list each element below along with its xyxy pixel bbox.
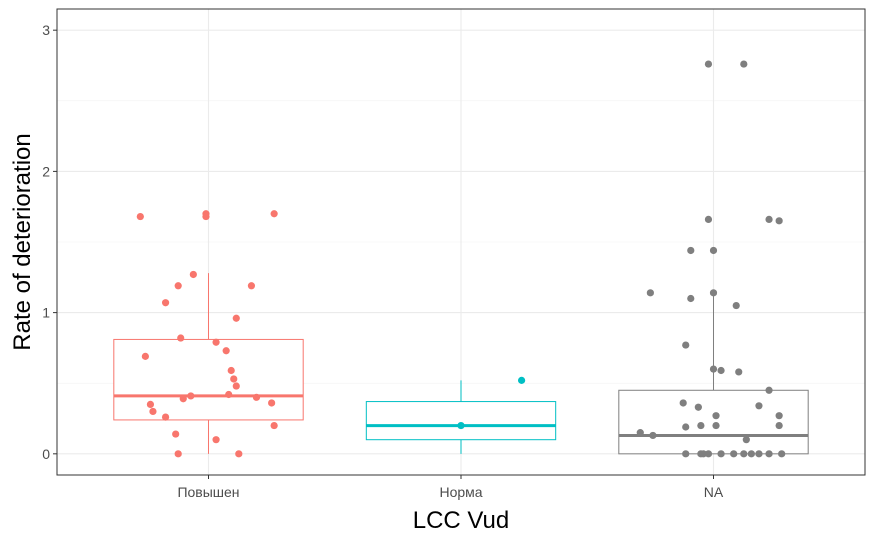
data-point (742, 436, 750, 444)
box-iqr (365, 401, 557, 441)
data-point (687, 246, 695, 255)
data-point (161, 413, 170, 421)
data-point (222, 347, 230, 355)
data-point (457, 421, 465, 430)
data-point (775, 217, 783, 225)
data-point (697, 421, 705, 430)
box-iqr (113, 338, 304, 421)
data-point (712, 421, 720, 430)
data-point (687, 294, 695, 303)
data-point (174, 450, 182, 458)
y-tick-label: 2 (42, 163, 50, 179)
data-point (177, 334, 185, 342)
data-point (174, 282, 182, 290)
data-point (227, 366, 235, 375)
data-point (682, 423, 690, 431)
data-point (636, 429, 644, 437)
data-point (682, 341, 690, 349)
data-point (187, 392, 195, 400)
x-tick-label: Норма (439, 484, 482, 500)
data-point (765, 386, 773, 394)
boxes-layer (113, 273, 809, 455)
data-point (649, 431, 657, 440)
data-point (709, 246, 718, 255)
data-point (704, 215, 713, 224)
data-point (755, 402, 763, 410)
data-point (704, 60, 713, 68)
x-axis: Повышен Норма NA (177, 475, 724, 500)
data-point (732, 301, 740, 310)
data-point (232, 314, 240, 322)
data-point (232, 382, 240, 390)
data-point (704, 450, 713, 458)
data-point (709, 289, 718, 297)
data-point (270, 210, 278, 218)
data-point (682, 450, 690, 458)
data-point (775, 421, 783, 430)
data-point (212, 436, 220, 444)
x-tick-label: Повышен (177, 484, 239, 500)
data-point (712, 412, 720, 420)
data-point (235, 450, 243, 458)
y-tick-label: 0 (42, 446, 50, 462)
data-point (518, 376, 526, 384)
data-point (778, 450, 786, 458)
data-point (765, 450, 773, 458)
data-point (141, 352, 149, 360)
data-point (268, 399, 276, 407)
data-point (747, 450, 755, 458)
data-point (775, 412, 783, 420)
x-tick-label: NA (704, 484, 724, 500)
data-point (202, 212, 210, 221)
data-point (709, 365, 718, 373)
data-point (179, 395, 187, 403)
y-tick-label: 1 (42, 305, 50, 321)
data-point (212, 338, 220, 346)
data-point (230, 375, 238, 383)
data-point (646, 289, 654, 297)
data-point (765, 215, 773, 224)
box-iqr (618, 389, 809, 455)
data-point (717, 366, 725, 375)
data-point (225, 390, 233, 399)
data-point (740, 60, 748, 68)
data-point (699, 450, 708, 458)
data-point (755, 450, 763, 458)
data-point (270, 421, 278, 430)
data-point (694, 403, 702, 411)
data-point (136, 212, 144, 221)
y-tick-label: 3 (42, 22, 50, 38)
y-axis-title: Rate of deterioration (9, 133, 36, 350)
data-point (149, 407, 157, 416)
data-point (740, 450, 748, 458)
y-axis: 0 1 2 3 (42, 22, 57, 462)
points-layer (136, 60, 786, 458)
x-axis-title: LCC Vud (413, 507, 510, 534)
data-point (247, 282, 256, 290)
data-point (189, 270, 197, 279)
data-point (252, 393, 261, 401)
data-point (717, 450, 725, 458)
data-point (735, 368, 743, 376)
data-point (172, 430, 180, 438)
data-point (679, 399, 687, 407)
data-point (146, 400, 155, 408)
data-point (730, 450, 738, 458)
data-point (161, 299, 170, 307)
